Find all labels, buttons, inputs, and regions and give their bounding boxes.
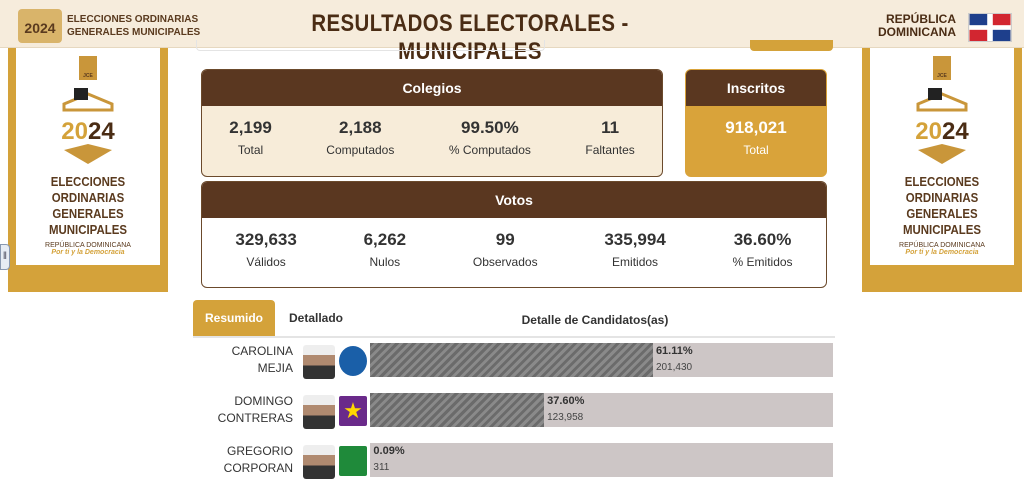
stat-value: 2,199 [229,118,272,137]
dominican-flag-icon [968,13,1012,42]
stat-value: 99.50% [461,118,519,137]
banner-line2: GENERALES MUNICIPALES [49,206,127,237]
ballot-box-icon: 2024 [914,88,970,168]
candidate-percent: 0.09% [373,445,405,457]
stat-value: 6,262 [363,230,407,249]
stat-label: Faltantes [585,143,635,157]
stat-value: 11 [601,118,620,137]
candidate-photo [303,395,335,429]
candidate-name: DOMINGO CONTRERAS [193,393,293,427]
banner-line1: ELECCIONES ORDINARIAS [904,174,980,205]
header-subtitle: ELECCIONES ORDINARIAS GENERALES MUNICIPAL… [67,13,200,39]
tabs-divider [193,336,835,338]
stat-label: Total [237,143,264,157]
header-line1: ELECCIONES ORDINARIAS [67,14,199,25]
candidate-photo [303,445,335,479]
candidates-heading: Detalle de Candidatos(as) [521,313,669,327]
candidate-bar: 37.60% 123,958 [370,393,833,427]
year-part: 24 [942,118,969,145]
search-button[interactable] [750,40,833,51]
stat-pct-computados: 99.50% % Computados [449,118,531,157]
banner-slogan: Por ti y la Democracia [51,249,125,256]
stat-label: Observados [472,255,538,269]
candidate-first-name: DOMINGO [234,394,293,408]
left-banner: JCE 2024 ELECCIONES ORDINARIAS GENERALES … [8,48,168,292]
stat-value: 918,021 [725,118,787,137]
stat-value: 335,994 [604,230,666,249]
banner-country: REPÚBLICA DOMINICANA [899,242,985,249]
party-logo-icon: ★ [339,396,367,426]
stat-value: 99 [495,230,515,249]
candidate-photo [303,345,335,379]
stat-label: Nulos [369,255,401,269]
stat-label: % Emitidos [732,255,793,269]
party-logo-icon [339,346,367,376]
candidate-votes: 311 [373,462,390,473]
stat-label: Emitidos [612,255,659,269]
sidebar-toggle-handle[interactable]: ǁ [0,244,10,270]
stat-observados: 99 Observados [473,230,538,269]
page-title: RESULTADOS ELECTORALES - MUNICIPALES [311,10,629,65]
country-line2: DOMINICANA [878,25,956,39]
candidate-votes: 201,430 [655,362,693,373]
header-line2: GENERALES MUNICIPALES [67,27,201,38]
banner-slogan: Por ti y la Democracia [905,249,979,256]
stat-value: 329,633 [235,230,297,249]
candidate-bar-fill [370,393,545,427]
candidate-last-name: CONTRERAS [217,411,293,425]
stat-inscritos: 918,021 Total [725,118,786,157]
stat-label: Válidos [246,255,286,269]
candidate-percent: 37.60% [547,395,585,407]
banner-line1: ELECCIONES ORDINARIAS [50,174,126,205]
banner-country: REPÚBLICA DOMINICANA [45,242,131,249]
stat-emitidos: 335,994 Emitidos [604,230,665,269]
jce-emblem-icon: JCE [79,56,97,80]
votos-card: Votos 329,633 Válidos 6,262 Nulos 99 Observ… [201,181,827,288]
year-part: 20 [915,118,942,145]
candidate-last-name: MEJIA [257,361,293,375]
jce-emblem-icon: JCE [933,56,951,80]
stat-nulos: 6,262 Nulos [364,230,407,269]
stat-faltantes: 11 Faltantes [585,118,634,157]
search-input[interactable] [196,40,545,51]
stat-label: Computados [326,143,395,157]
candidate-last-name: CORPORAN [223,461,293,475]
header: 2024 ELECCIONES ORDINARIAS GENERALES MUNI… [0,0,1024,65]
stat-computados: 2,188 Computados [326,118,394,157]
candidate-name: CAROLINA MEJIA [193,343,293,377]
stat-validos: 329,633 Válidos [235,230,296,269]
year-part: 24 [88,118,115,145]
party-logo-icon [339,446,367,476]
candidate-bar: 0.09% 311 [370,443,833,477]
colegios-card: Colegios 2,199 Total 2,188 Computados 99.5… [201,69,663,177]
candidate-bar-fill [370,343,653,377]
stat-total: 2,199 Total [229,118,272,157]
card-title: Votos [202,182,826,218]
candidate-first-name: CAROLINA [231,344,293,358]
tab-detallado[interactable]: Detallado [289,311,344,325]
candidate-first-name: GREGORIO [226,444,293,458]
candidate-votes: 123,958 [547,412,584,423]
candidate-percent: 61.11% [655,345,693,357]
stat-label: % Computados [448,143,531,157]
country-line1: REPÚBLICA [885,12,956,26]
country-label: REPÚBLICA DOMINICANA [870,13,956,39]
jce-logo: 2024 [18,9,62,43]
inscritos-card: Inscritos 918,021 Total [685,69,827,177]
ballot-box-icon: 2024 [60,88,116,168]
stat-label: Total [743,143,769,157]
tab-resumido[interactable]: Resumido [193,300,275,336]
candidate-bar: 61.11% 201,430 [370,343,833,377]
year-part: 20 [61,118,88,145]
card-title: Inscritos [686,70,826,106]
banner-line2: GENERALES MUNICIPALES [903,206,981,237]
stat-pct-emitidos: 36.60% % Emitidos [733,230,793,269]
stat-value: 2,188 [339,118,382,137]
candidate-name: GREGORIO CORPORAN [193,443,293,477]
right-banner: JCE 2024 ELECCIONES ORDINARIAS GENERALES … [862,48,1022,292]
card-title: Colegios [202,70,662,106]
stat-value: 36.60% [733,230,792,249]
